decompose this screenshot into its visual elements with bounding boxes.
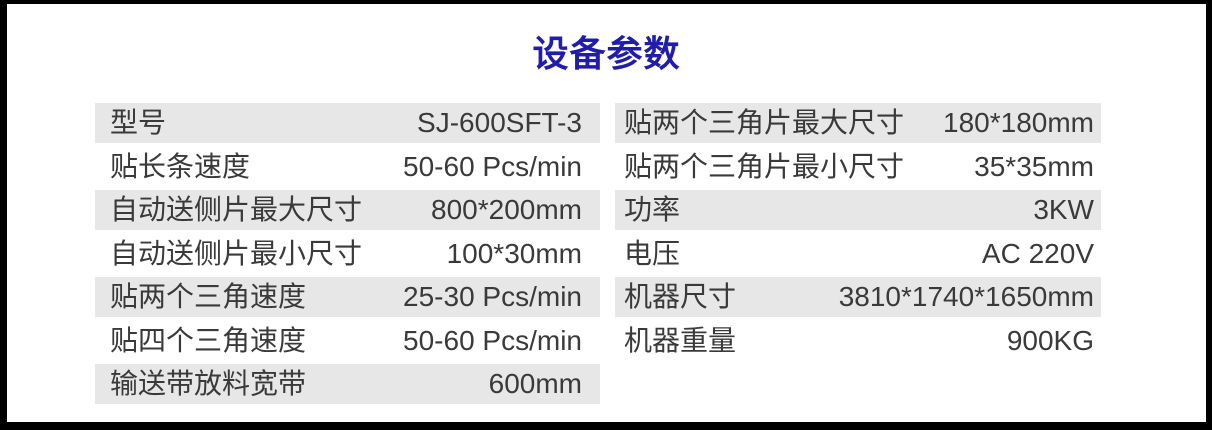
page-title: 设备参数 — [532, 33, 681, 74]
spec-label: 机器重量 — [624, 324, 737, 356]
spec-value: 180*180mm — [943, 107, 1094, 138]
spec-row-triangle-max-size: 贴两个三角片最大尺寸 180*180mm — [615, 103, 1101, 143]
spec-value: 50-60 Pcs/min — [403, 324, 582, 356]
spec-row-side-feed-max: 自动送侧片最大尺寸 800*200mm — [95, 190, 600, 230]
spec-value: 900KG — [1006, 324, 1094, 356]
spec-table-right-column: 贴两个三角片最大尺寸 180*180mm 贴两个三角片最小尺寸 35*35mm … — [615, 103, 1101, 364]
spec-value: 35*35mm — [974, 150, 1094, 182]
spec-value: 100*30mm — [446, 237, 582, 269]
spec-row-conveyor-width: 输送带放料宽带 600mm — [95, 364, 600, 404]
spec-label: 贴两个三角片最大尺寸 — [624, 107, 905, 138]
spec-label: 贴两个三角速度 — [110, 281, 307, 312]
spec-value: AC 220V — [981, 237, 1094, 269]
spec-value: 50-60 Pcs/min — [403, 150, 582, 182]
spec-label: 机器尺寸 — [624, 281, 737, 312]
spec-label: 贴两个三角片最小尺寸 — [624, 150, 905, 182]
spec-label: 自动送侧片最小尺寸 — [110, 237, 363, 269]
spec-value: 3810*1740*1650mm — [838, 281, 1094, 312]
spec-value: 800*200mm — [431, 194, 582, 225]
spec-row-machine-size: 机器尺寸 3810*1740*1650mm — [615, 277, 1101, 317]
spec-row-side-feed-min: 自动送侧片最小尺寸 100*30mm — [95, 233, 600, 274]
spec-value: SJ-600SFT-3 — [417, 107, 582, 138]
spec-row-two-triangle-speed: 贴两个三角速度 25-30 Pcs/min — [95, 277, 600, 317]
spec-label: 贴四个三角速度 — [110, 324, 307, 356]
spec-row-model: 型号 SJ-600SFT-3 — [95, 103, 600, 143]
spec-value: 600mm — [488, 368, 582, 399]
spec-row-triangle-min-size: 贴两个三角片最小尺寸 35*35mm — [615, 146, 1101, 187]
spec-table-left-column: 型号 SJ-600SFT-3 贴长条速度 50-60 Pcs/min 自动送侧片… — [95, 103, 600, 408]
spec-label: 贴长条速度 — [110, 150, 251, 182]
spec-row-four-triangle-speed: 贴四个三角速度 50-60 Pcs/min — [95, 320, 600, 361]
spec-row-machine-weight: 机器重量 900KG — [615, 320, 1101, 361]
spec-value: 3KW — [1033, 194, 1094, 225]
spec-row-power: 功率 3KW — [615, 190, 1101, 230]
spec-value: 25-30 Pcs/min — [403, 281, 582, 312]
spec-label: 输送带放料宽带 — [110, 368, 307, 399]
spec-row-strip-speed: 贴长条速度 50-60 Pcs/min — [95, 146, 600, 187]
spec-label: 功率 — [624, 194, 681, 225]
spec-label: 电压 — [624, 237, 681, 269]
spec-label: 型号 — [110, 107, 167, 138]
spec-label: 自动送侧片最大尺寸 — [110, 194, 363, 225]
spec-row-voltage: 电压 AC 220V — [615, 233, 1101, 274]
